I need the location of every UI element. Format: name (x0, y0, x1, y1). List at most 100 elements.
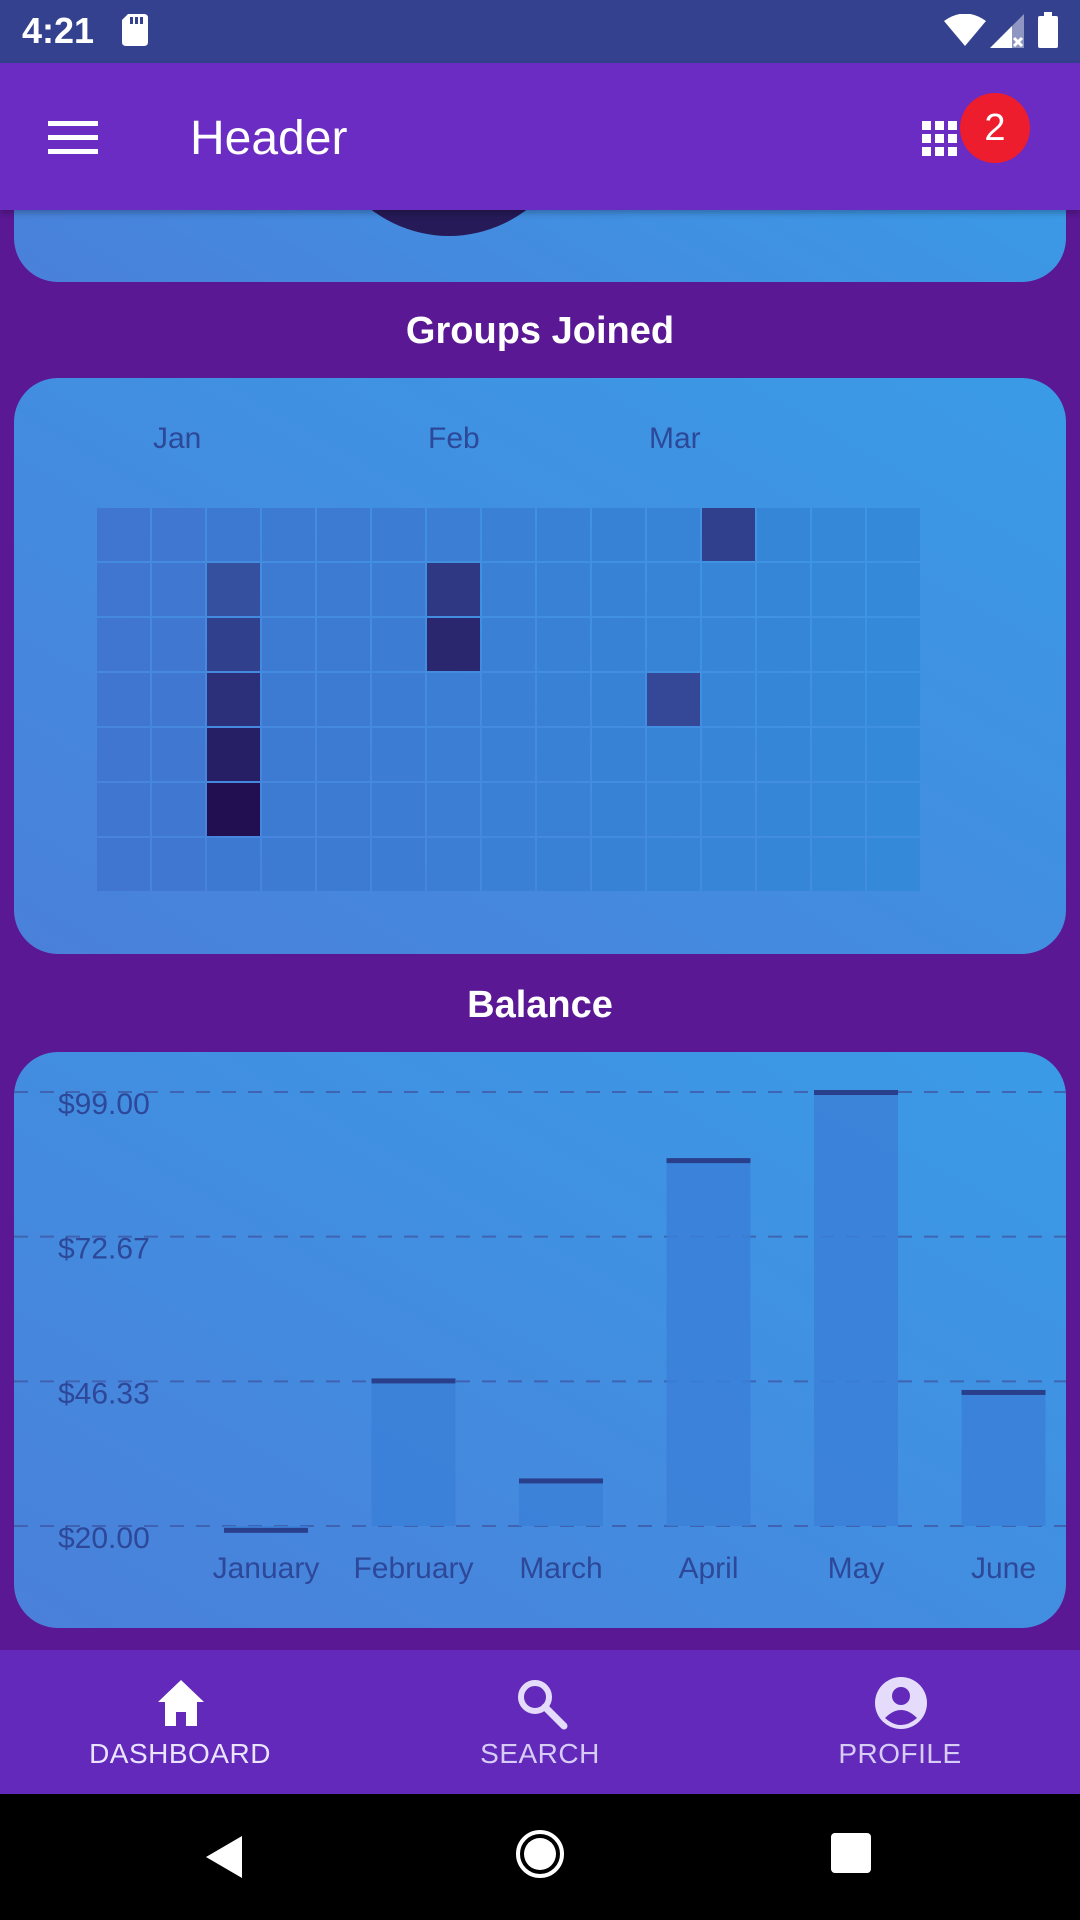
heatmap-cell (702, 618, 755, 671)
heatmap-cell (427, 783, 480, 836)
heatmap-cell (537, 728, 590, 781)
heatmap-cell (97, 508, 150, 561)
heatmap-cell (647, 673, 700, 726)
y-tick-label: $20.00 (58, 1522, 150, 1555)
heatmap-cell (812, 563, 865, 616)
heatmap-cell (262, 783, 315, 836)
heatmap-cell (702, 673, 755, 726)
heatmap-cell (482, 508, 535, 561)
heatmap-cell (592, 728, 645, 781)
heatmap-cell (317, 728, 370, 781)
heatmap-cell (592, 508, 645, 561)
nav-search[interactable]: SEARCH (390, 1650, 690, 1794)
heatmap-cell (262, 728, 315, 781)
groups-joined-card: Jan Feb Mar (14, 378, 1066, 954)
heatmap-cell (867, 728, 920, 781)
heatmap-cell (702, 563, 755, 616)
x-tick-label: March (519, 1552, 602, 1585)
bar (814, 1092, 898, 1526)
heatmap-cell (537, 673, 590, 726)
heatmap-cell (372, 618, 425, 671)
nav-profile[interactable]: PROFILE (750, 1650, 1050, 1794)
heatmap-cell (812, 783, 865, 836)
bar (519, 1480, 603, 1526)
heatmap-cell (152, 783, 205, 836)
heatmap-cell (592, 618, 645, 671)
heatmap-cell (867, 618, 920, 671)
heatmap-cell (97, 783, 150, 836)
heatmap-cell (537, 838, 590, 891)
heatmap-cell (372, 563, 425, 616)
home-icon (154, 1676, 208, 1730)
heatmap-cell (812, 508, 865, 561)
month-label-mar: Mar (649, 422, 701, 456)
heatmap-cell (372, 838, 425, 891)
recents-icon[interactable] (830, 1832, 872, 1874)
search-icon (514, 1676, 568, 1730)
status-bar: 4:21 (0, 0, 1080, 63)
page-title: Header (190, 111, 347, 166)
x-tick-label: April (678, 1552, 738, 1585)
heatmap-cell (592, 673, 645, 726)
heatmap-cell (97, 728, 150, 781)
heatmap-cell (482, 728, 535, 781)
bar-cap (372, 1378, 456, 1383)
heatmap-cell (702, 728, 755, 781)
x-tick-label: January (213, 1552, 320, 1585)
heatmap-cell (97, 563, 150, 616)
heatmap-cell (372, 673, 425, 726)
heatmap-cell (867, 508, 920, 561)
heatmap-cell (427, 563, 480, 616)
nav-profile-label: PROFILE (750, 1738, 1050, 1770)
heatmap-cell (372, 783, 425, 836)
heatmap-cell (867, 563, 920, 616)
y-tick-label: $46.33 (58, 1377, 150, 1410)
status-time: 4:21 (22, 10, 94, 52)
apps-grid-icon[interactable] (918, 113, 966, 161)
heatmap-cell (152, 508, 205, 561)
y-tick-label: $72.67 (58, 1233, 150, 1266)
bar (667, 1160, 751, 1526)
nav-search-label: SEARCH (390, 1738, 690, 1770)
heatmap-cell (757, 508, 810, 561)
bar-cap (519, 1478, 603, 1483)
heatmap-cell (647, 838, 700, 891)
heatmap-cell (372, 728, 425, 781)
heatmap-cell (757, 728, 810, 781)
heatmap-cell (812, 728, 865, 781)
back-icon[interactable] (204, 1834, 244, 1880)
heatmap-cell (207, 563, 260, 616)
heatmap-cell (867, 673, 920, 726)
heatmap-cell (207, 618, 260, 671)
heatmap-cell (537, 618, 590, 671)
heatmap-cell (207, 728, 260, 781)
system-navigation-bar (0, 1794, 1080, 1920)
notification-badge[interactable]: 2 (960, 93, 1030, 163)
heatmap-cell (317, 838, 370, 891)
heatmap-cell (867, 838, 920, 891)
heatmap-cell (262, 838, 315, 891)
heatmap-cell (702, 838, 755, 891)
heatmap-cell (317, 618, 370, 671)
groups-joined-title: Groups Joined (0, 310, 1080, 353)
balance-card: $99.00 $72.67 $46.33 $20.00 January February M… (14, 1052, 1066, 1628)
heatmap-cell (262, 563, 315, 616)
heatmap-cell (867, 783, 920, 836)
bar (372, 1380, 456, 1526)
heatmap-cell (207, 838, 260, 891)
nav-dashboard[interactable]: DASHBOARD (30, 1650, 330, 1794)
menu-icon[interactable] (48, 119, 98, 157)
home-circle-icon[interactable] (514, 1828, 566, 1880)
heatmap-cell (647, 508, 700, 561)
heatmap-cell (427, 728, 480, 781)
heatmap-cell (482, 838, 535, 891)
heatmap-cell (97, 838, 150, 891)
heatmap-cell (647, 563, 700, 616)
heatmap-cell (647, 783, 700, 836)
heatmap-cell (757, 563, 810, 616)
heatmap-cell (537, 783, 590, 836)
heatmap-cell (537, 563, 590, 616)
bar-cap (224, 1528, 308, 1533)
nav-dashboard-label: DASHBOARD (30, 1738, 330, 1770)
x-tick-label: May (828, 1552, 885, 1585)
